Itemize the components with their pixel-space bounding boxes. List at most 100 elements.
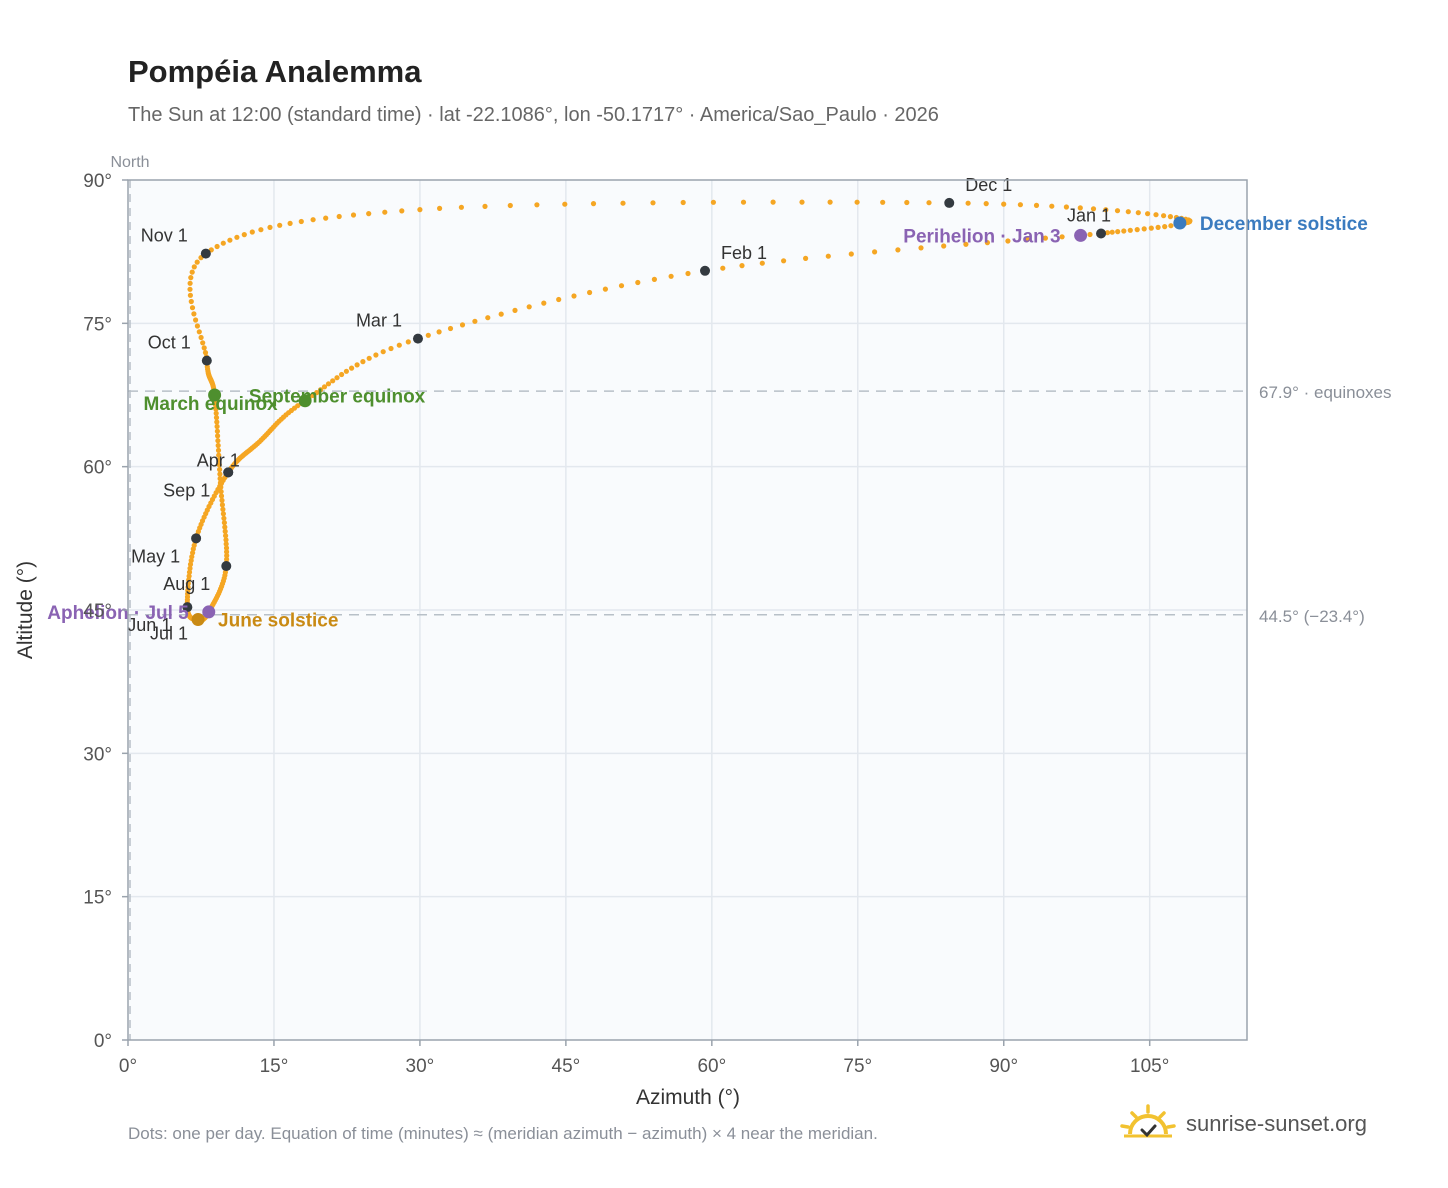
day-dot	[1104, 230, 1111, 236]
reference-line-label: 67.9° · equinoxes	[1259, 383, 1392, 402]
x-tick-label: 60°	[697, 1056, 726, 1077]
day-dot	[215, 442, 221, 449]
day-dot	[217, 471, 223, 477]
day-dot	[336, 213, 342, 220]
y-axis-label: Altitude (°)	[14, 561, 37, 659]
day-dot	[216, 457, 222, 463]
day-dot	[680, 199, 686, 206]
y-tick-label: 0°	[94, 1031, 112, 1052]
day-dot	[186, 573, 192, 579]
day-dot	[258, 227, 264, 233]
day-dot	[590, 201, 597, 207]
day-dot	[187, 280, 193, 286]
day-dot	[366, 355, 372, 361]
day-dot	[224, 556, 230, 562]
day-dot	[405, 339, 411, 345]
event-label: March equinox	[144, 394, 279, 415]
day-dot	[222, 524, 228, 530]
day-dot	[526, 304, 532, 310]
month-label: Jan 1	[1067, 206, 1111, 226]
x-tick-label: 15°	[260, 1056, 289, 1077]
day-dot	[343, 368, 349, 374]
day-dot	[227, 237, 233, 243]
day-dot	[201, 345, 207, 351]
month-marker	[223, 467, 234, 478]
day-dot	[759, 260, 765, 266]
day-dot	[202, 350, 209, 356]
day-dot	[277, 222, 283, 228]
y-tick-label: 45°	[83, 601, 112, 622]
day-dot	[213, 415, 220, 421]
day-dot	[1148, 225, 1154, 231]
day-dot	[720, 265, 726, 271]
day-dot	[1168, 223, 1174, 229]
day-dot	[216, 462, 222, 468]
day-dot	[1103, 207, 1109, 213]
month-marker	[1096, 228, 1107, 239]
day-dot	[1024, 236, 1030, 243]
day-dot	[1017, 202, 1024, 208]
day-dot	[650, 200, 656, 206]
month-label: Nov 1	[141, 226, 188, 246]
month-label: Sep 1	[163, 480, 210, 500]
day-dot	[472, 318, 478, 324]
day-dot	[194, 259, 200, 265]
day-dot	[983, 201, 989, 207]
day-dot	[191, 311, 197, 317]
day-dot	[562, 201, 568, 207]
day-dot	[739, 263, 745, 269]
day-dot	[685, 270, 691, 277]
day-dot	[710, 199, 717, 205]
day-dot	[436, 329, 442, 335]
day-dot	[447, 325, 454, 332]
day-dot	[482, 203, 488, 209]
footnote: Dots: one per day. Equation of time (min…	[128, 1124, 878, 1143]
event-marker	[1173, 216, 1187, 230]
day-dot	[298, 218, 304, 225]
day-dot	[186, 569, 193, 575]
y-axis-ticks: 0° 15° 30° 45° 60° 75° 90°	[83, 171, 128, 1052]
day-dot	[1077, 205, 1083, 211]
x-tick-label: 75°	[843, 1056, 872, 1077]
day-dot	[425, 332, 431, 338]
day-dot	[213, 410, 219, 416]
event-label: Perihelion · Jan 3	[903, 226, 1060, 247]
day-dot	[984, 240, 991, 246]
day-dot	[354, 362, 360, 368]
y-tick-label: 60°	[83, 458, 112, 479]
y-tick-label: 15°	[83, 888, 112, 909]
day-dot	[1162, 224, 1168, 230]
day-dot	[458, 204, 464, 210]
x-tick-label: 45°	[552, 1056, 581, 1077]
month-marker	[412, 333, 423, 344]
day-dot	[189, 269, 195, 275]
day-dot	[217, 476, 223, 482]
day-dot	[310, 217, 316, 223]
brand-name: sunrise-sunset.org	[1186, 1111, 1367, 1136]
day-dot	[1109, 229, 1115, 235]
day-dot	[1001, 201, 1007, 207]
day-dot	[214, 243, 220, 250]
day-dot	[1155, 224, 1161, 230]
day-dot	[963, 241, 969, 247]
day-dot	[191, 264, 197, 270]
event-marker	[1074, 228, 1088, 242]
day-dot	[1161, 213, 1167, 219]
day-dot	[219, 502, 225, 508]
x-tick-label: 105°	[1130, 1056, 1169, 1077]
day-dot	[350, 212, 357, 218]
day-dot	[349, 365, 355, 371]
day-dot	[880, 199, 886, 205]
day-dot	[848, 251, 854, 257]
day-dot	[1005, 238, 1011, 244]
day-dot	[1049, 203, 1055, 209]
brand-link[interactable]: sunrise-sunset.org	[1120, 1102, 1367, 1146]
day-dot	[214, 419, 220, 425]
day-dot	[187, 286, 193, 292]
day-dot	[1090, 206, 1097, 212]
day-dot	[373, 352, 379, 358]
day-dot	[1063, 204, 1069, 210]
day-dot	[1134, 227, 1140, 233]
day-dot	[223, 537, 229, 543]
day-dot	[189, 305, 196, 311]
